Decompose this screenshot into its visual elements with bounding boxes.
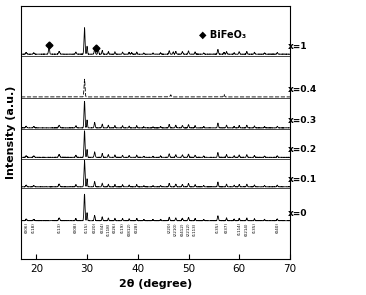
Text: (1114): (1114) xyxy=(237,222,241,235)
Text: ◆ BiFeO₃: ◆ BiFeO₃ xyxy=(199,30,246,40)
Text: (1118): (1118) xyxy=(107,222,111,236)
Text: (1113): (1113) xyxy=(193,222,197,236)
Text: (2212): (2212) xyxy=(187,222,190,236)
Text: (020): (020) xyxy=(93,222,97,233)
Text: (0214): (0214) xyxy=(245,222,249,236)
Text: (115): (115) xyxy=(85,222,89,233)
Text: x=0.4: x=0.4 xyxy=(287,85,317,94)
Text: (220): (220) xyxy=(167,222,171,233)
Text: x=0.2: x=0.2 xyxy=(287,145,317,154)
Text: (118): (118) xyxy=(32,222,36,233)
Text: (006): (006) xyxy=(24,222,28,233)
Text: (113): (113) xyxy=(57,222,61,233)
Text: x=0: x=0 xyxy=(287,209,307,218)
Text: (034): (034) xyxy=(100,222,104,233)
Text: (040): (040) xyxy=(275,222,279,233)
Text: (026): (026) xyxy=(113,222,117,233)
Text: x=0.3: x=0.3 xyxy=(287,116,317,125)
Text: (135): (135) xyxy=(216,222,220,233)
Text: x=0.1: x=0.1 xyxy=(287,175,317,184)
X-axis label: 2θ (degree): 2θ (degree) xyxy=(119,279,192,289)
Text: (135): (135) xyxy=(253,222,257,233)
Y-axis label: Intensity (a.u.): Intensity (a.u.) xyxy=(5,86,16,179)
Text: (028): (028) xyxy=(135,222,139,233)
Text: (0412): (0412) xyxy=(180,222,184,236)
Text: (037): (037) xyxy=(225,222,228,233)
Text: (2210): (2210) xyxy=(174,222,178,236)
Text: (119): (119) xyxy=(120,222,124,233)
Text: (0812): (0812) xyxy=(127,222,131,236)
Text: x=1: x=1 xyxy=(287,42,307,51)
Text: (008): (008) xyxy=(74,222,78,233)
